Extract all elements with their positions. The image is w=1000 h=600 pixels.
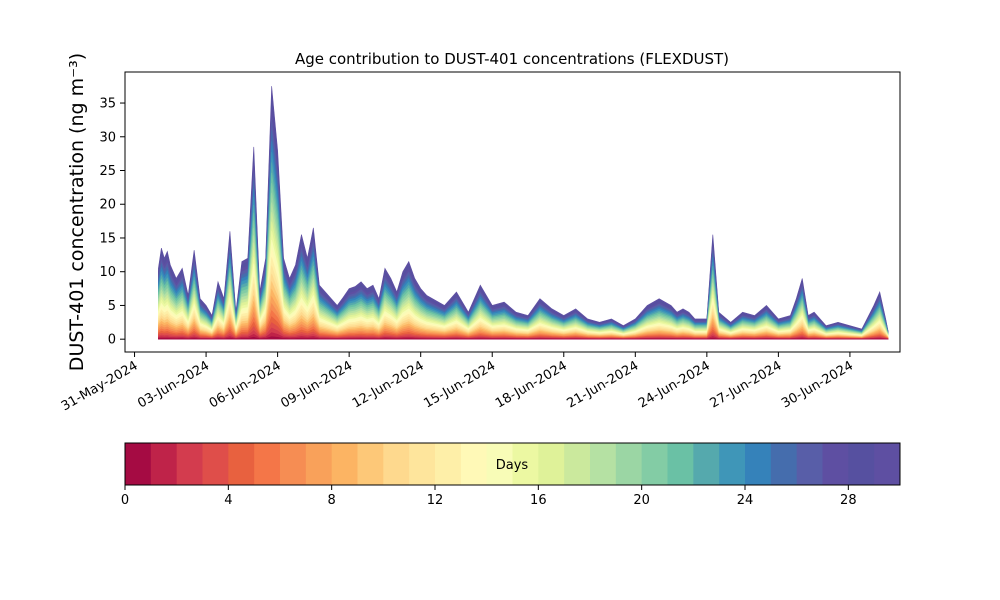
colorbar-segment [228, 443, 255, 485]
y-tick-label: 25 [99, 164, 116, 179]
colorbar-segment [331, 443, 358, 485]
colorbar-segment [254, 443, 281, 485]
colorbar-segment [615, 443, 643, 485]
colorbar-tick-label: 4 [224, 493, 232, 508]
colorbar-segment [796, 443, 823, 485]
colorbar-segment [150, 443, 178, 485]
colorbar-segment [719, 443, 746, 485]
colorbar-tick-label: 28 [840, 493, 857, 508]
y-tick-label: 0 [108, 333, 116, 348]
y-tick-label: 10 [99, 265, 116, 280]
colorbar-segment [848, 443, 875, 485]
colorbar-tick-label: 16 [530, 493, 547, 508]
colorbar-segment [770, 443, 798, 485]
colorbar-segment [383, 443, 410, 485]
colorbar-segment [538, 443, 565, 485]
colorbar-segment [745, 443, 772, 485]
colorbar-segment [305, 443, 333, 485]
y-axis: 0 5 10 15 20 25 30 35 [99, 97, 125, 348]
colorbar-segment [822, 443, 849, 485]
colorbar-segment [512, 443, 539, 485]
age-layer-0 [158, 336, 889, 340]
y-tick-label: 15 [99, 231, 116, 246]
chart-title: Age contribution to DUST-401 concentrati… [295, 50, 729, 68]
colorbar-segment [667, 443, 694, 485]
colorbar-segment [641, 443, 668, 485]
colorbar-tick-label: 8 [328, 493, 336, 508]
y-axis-label: DUST-401 concentration (ng m⁻³) [66, 53, 88, 371]
colorbar-frame [124, 442, 901, 486]
colorbar-tick-label: 0 [121, 493, 129, 508]
colorbar-segment [435, 443, 462, 485]
colorbar-segment [693, 443, 720, 485]
colorbar-segment [202, 443, 229, 485]
y-tick-label: 5 [108, 299, 116, 314]
colorbar-segment [460, 443, 488, 485]
colorbar-segment [874, 443, 901, 485]
y-tick-label: 20 [99, 198, 116, 213]
y-tick-label: 35 [99, 97, 116, 112]
colorbar-segment [590, 443, 617, 485]
age-stack-areas [158, 86, 889, 340]
colorbar-segment [357, 443, 384, 485]
plot-frame [124, 71, 901, 353]
colorbar-segment [564, 443, 591, 485]
y-tick-label: 30 [99, 130, 116, 145]
colorbar-segment [125, 443, 152, 485]
colorbar-segment [486, 443, 513, 485]
colorbar-tick-label: 12 [427, 493, 444, 508]
colorbar-label: Days [496, 458, 529, 473]
colorbar-segment [176, 443, 203, 485]
colorbar-ticks: 0 4 8 12 16 20 24 28 [121, 485, 857, 508]
colorbar-segment [280, 443, 307, 485]
colorbar-tick-label: 24 [737, 493, 754, 508]
colorbar-tick-label: 20 [633, 493, 650, 508]
colorbar [125, 443, 901, 485]
colorbar-segment [409, 443, 436, 485]
